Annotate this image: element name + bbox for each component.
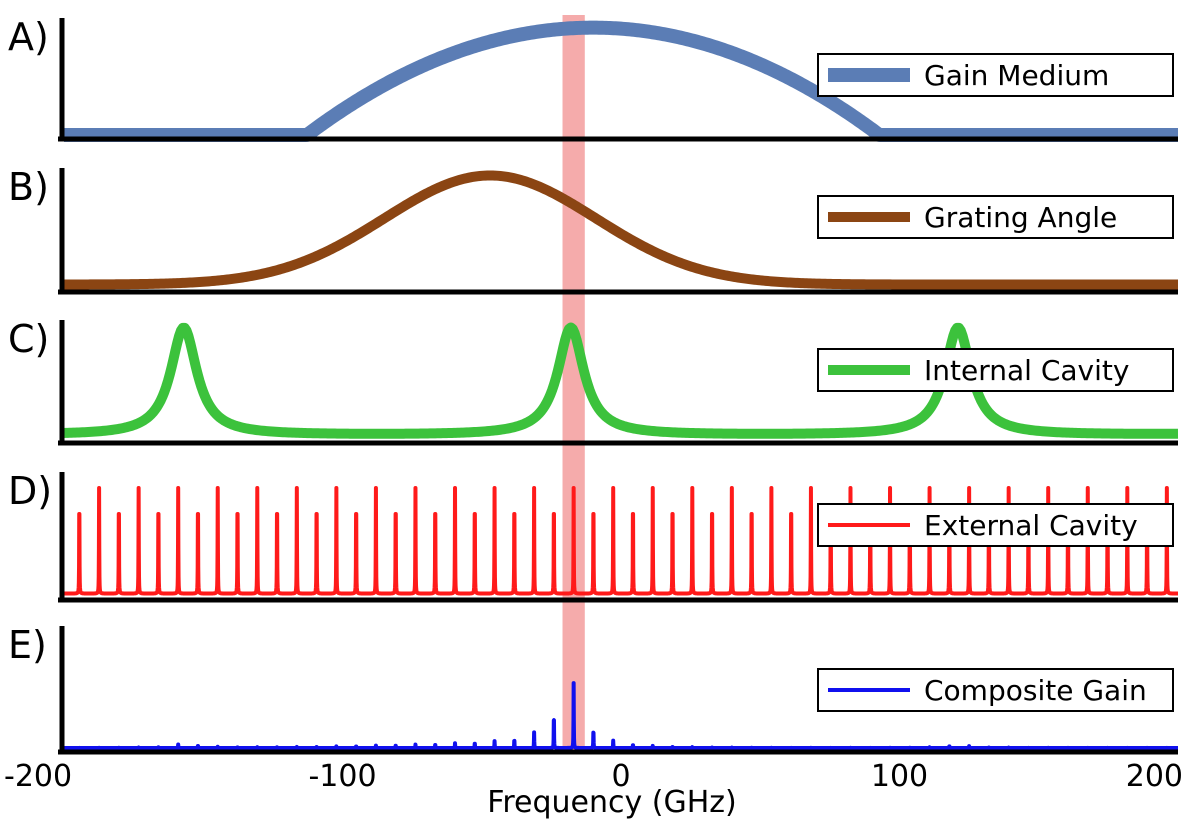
panel-c: C) Internal Cavity (8, 317, 1182, 446)
legend-label: External Cavity (924, 509, 1138, 542)
highlight-band (562, 15, 585, 752)
panel-label: A) (8, 15, 49, 59)
series-line-4 (62, 486, 1180, 596)
legend-label: Composite Gain (924, 674, 1147, 707)
x-tick-label: -200 (4, 759, 72, 794)
series-line-3 (60, 322, 1182, 439)
series-line-2 (60, 170, 1182, 290)
x-tick-label: 0 (611, 759, 630, 794)
panel-label: B) (8, 165, 49, 209)
panel-b: B) Grating Angle (8, 165, 1182, 295)
x-axis-title: Frequency (GHz) (487, 785, 736, 819)
legend-label: Internal Cavity (924, 354, 1129, 387)
x-tick-label: -100 (308, 759, 376, 794)
panel-a: A) Gain Medium (8, 15, 1184, 142)
series-line-5 (62, 681, 1180, 750)
x-tick-label: 200 (1126, 759, 1183, 794)
legend-label: Gain Medium (924, 59, 1109, 92)
panel-d: D) External Cavity (8, 469, 1180, 603)
x-tick-label: 100 (871, 759, 928, 794)
panel-label: D) (8, 469, 52, 513)
panel-label: C) (8, 317, 49, 361)
series-line-1 (58, 20, 1184, 142)
panel-e: E) Composite Gain (8, 623, 1180, 755)
legend-label: Grating Angle (924, 201, 1117, 234)
panel-label: E) (8, 623, 47, 667)
